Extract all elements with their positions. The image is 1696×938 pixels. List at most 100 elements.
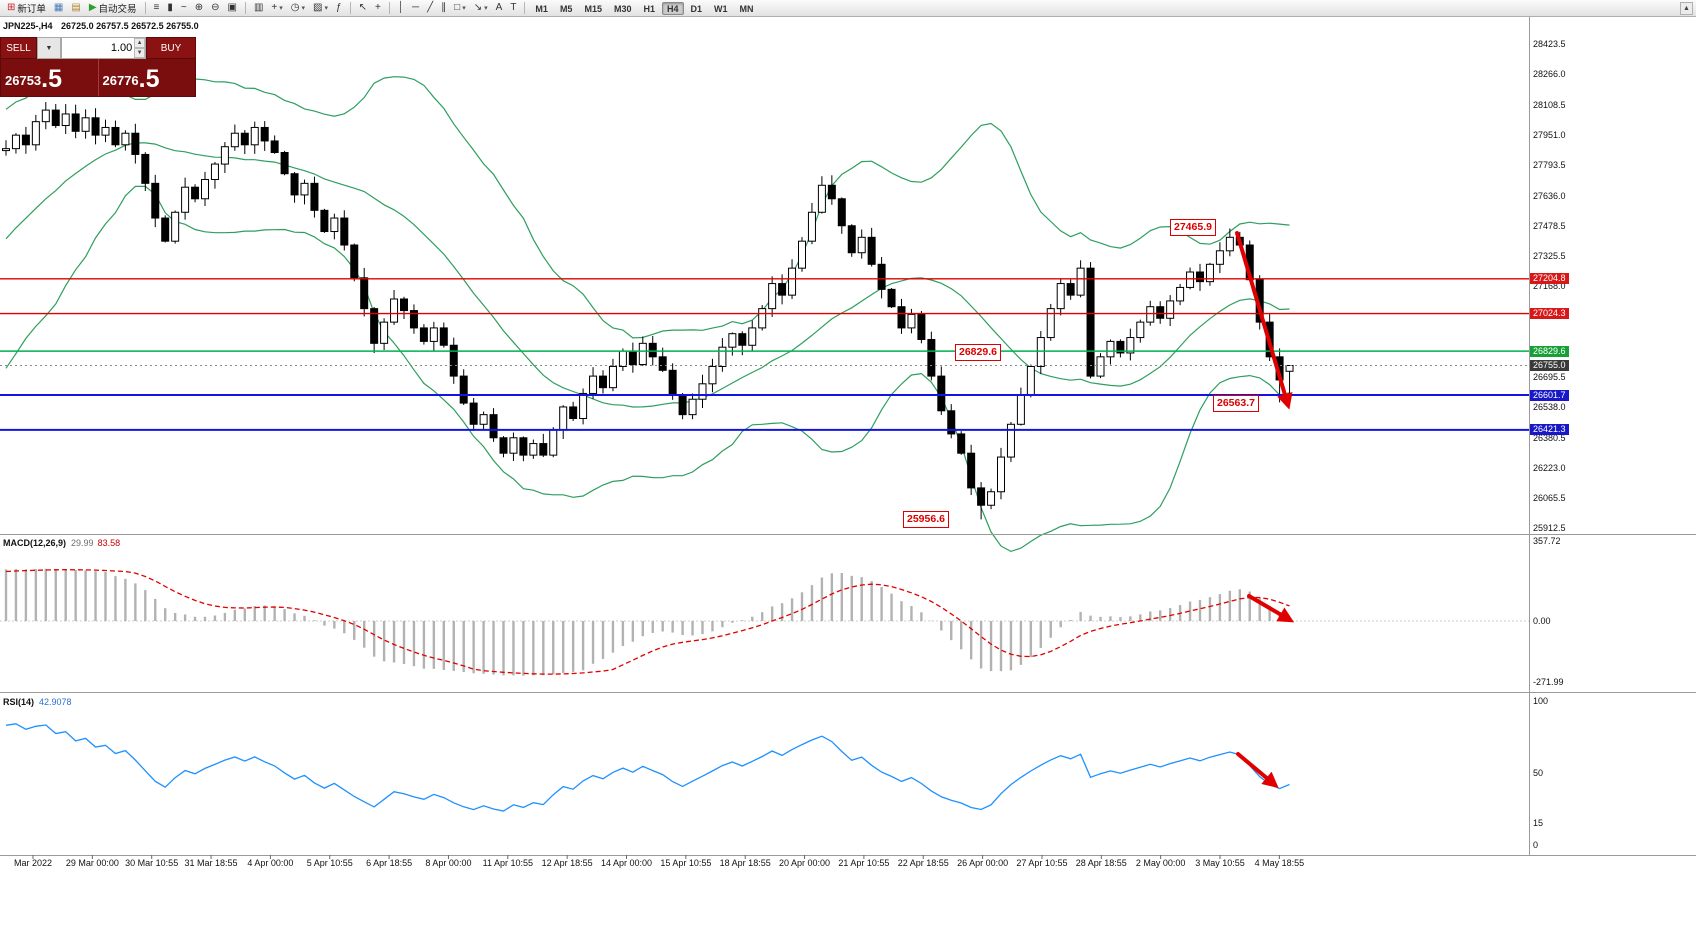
timeframe-m5-button[interactable]: M5 [555,2,578,15]
zoom-out-button[interactable]: ⊖ [207,1,223,16]
navigator-button[interactable]: ▥ [250,1,267,16]
shapes-button[interactable]: □ ▾ [450,1,470,16]
price-axis-label: 28423.5 [1533,38,1566,49]
bars-chart-icon: ≡ [153,2,160,13]
trend-arrow[interactable] [1247,594,1295,623]
volume-spinner: ▲ ▼ [134,38,145,58]
price-axis-label: 27478.5 [1533,221,1566,232]
volume-decrease-button[interactable]: ▼ [134,48,145,58]
new-chart-button[interactable]: + ▾ [267,1,286,16]
buy-price-display[interactable]: 26776 .5 [97,59,196,96]
sell-button[interactable]: SELL [0,37,37,59]
bars-chart-button[interactable]: ≡ [150,1,164,16]
sell-price-main: 26753 [5,73,42,88]
timeframe-h1-button[interactable]: H1 [638,2,660,15]
time-axis-label: 2 May 00:00 [1135,858,1186,868]
caret-down-icon: ▾ [484,5,488,12]
caret-down-icon: ▾ [462,5,466,12]
price-annotation[interactable]: 26829.6 [955,344,1001,361]
toolbar-overflow-button[interactable]: ▲ [1680,2,1693,15]
navigator-icon: ▥ [253,2,264,13]
price-tag: 26601.7 [1530,389,1569,401]
templates-button[interactable]: ▨ ▾ [309,1,332,16]
cursor-button[interactable]: ↖ [355,1,371,16]
price-tag: 26829.6 [1530,345,1569,357]
time-axis-label: 15 Apr 10:55 [660,858,712,868]
order-options-dropdown[interactable]: ▼ [37,37,61,59]
time-axis-label: Mar 2022 [13,858,53,868]
buy-button[interactable]: BUY [146,37,196,59]
trend-arrow[interactable] [1236,752,1279,789]
time-axis-label: 29 Mar 00:00 [65,858,119,868]
vertical-line-icon: │ [397,2,405,13]
text-label-button[interactable]: T [506,1,520,16]
candlestick-chart-button[interactable]: ▮ [163,1,177,16]
toolbar-separator [388,2,390,14]
timeframe-m1-button[interactable]: M1 [530,2,553,15]
symbol-period-text: JPN225-,H4 [3,21,53,31]
crosshair-button[interactable]: + [371,1,385,16]
panel-frame-layer [0,17,1696,859]
ohlc-text: 26725.0 26757.5 26572.5 26755.0 [61,21,199,31]
price-axis-label: 25912.5 [1533,522,1566,533]
time-axis-label: 11 Apr 10:55 [482,858,533,868]
rsi-name: RSI(14) [3,697,35,707]
new-order-button[interactable]: ⊞ 新订单 [3,1,50,16]
arrows-icon: ↘ [473,2,483,13]
timeframe-mn-button[interactable]: MN [735,2,759,15]
volume-input[interactable] [62,38,135,58]
shapes-icon: □ [454,2,461,13]
trend-arrows-layer[interactable] [1235,231,1295,789]
line-chart-button[interactable]: ~ [177,1,191,16]
timeframe-d1-button[interactable]: D1 [686,2,708,15]
volume-increase-button[interactable]: ▲ [134,38,145,48]
price-annotation[interactable]: 25956.6 [903,511,949,528]
price-annotation[interactable]: 26563.7 [1213,395,1259,412]
vertical-line-button[interactable]: │ [394,1,408,16]
zoom-in-button[interactable]: ⊕ [191,1,207,16]
tile-windows-button[interactable]: ▣ [224,1,241,16]
timeframe-h4-button[interactable]: H4 [662,1,684,15]
sell-price-display[interactable]: 26753 .5 [1,59,98,96]
price-axis-label: 26695.5 [1533,371,1566,382]
autotrading-button[interactable]: ▶ 自动交易 [85,1,141,16]
text-icon: A [495,2,503,13]
trend-arrow[interactable] [1235,231,1293,410]
time-axis-label: 3 May 10:55 [1195,858,1245,868]
horizontal-line-button[interactable]: ─ [408,1,423,16]
buy-price-main: 26776 [102,73,139,88]
price-axis-label: 28266.0 [1533,69,1566,80]
text-button[interactable]: A [492,1,507,16]
time-axis-label: 20 Apr 00:00 [779,858,831,868]
profiles-icon: ▤ [71,2,81,13]
timeframe-m30-button[interactable]: M30 [609,2,637,15]
price-axis-label: 26223.0 [1533,463,1566,474]
horizontal-levels-layer[interactable] [0,278,1529,431]
price-annotation[interactable]: 27465.9 [1170,219,1216,236]
volume-field: ▲ ▼ [61,37,146,59]
trendline-button[interactable]: ╱ [423,1,437,16]
chart-window-icon: ▦ [53,2,64,13]
price-tag: 26421.3 [1530,424,1569,436]
time-axis-label: 14 Apr 00:00 [600,858,653,868]
timeframe-m15-button[interactable]: M15 [579,2,607,15]
templates-icon: ▨ [313,2,323,13]
profiles-button[interactable]: ▤ [67,1,84,16]
chart-window-button[interactable]: ▦ [50,1,67,16]
caret-down-icon: ▾ [301,5,306,12]
time-axis-label: 5 Apr 10:55 [306,858,353,868]
indicators-button[interactable]: ƒ [332,1,346,16]
toolbar: ⊞ 新订单 ▦ ▤ ▶ 自动交易 ≡ ▮ ~ ⊕ ⊖ ▣ ▥ + ▾ ◷ ▾ ▨ ▾ ƒ ↖ + │ ─ ╱ ∥ □ ▾ ↘ ▾ A T M1… [0,0,1696,17]
time-axis-label: 12 Apr 18:55 [541,858,593,868]
periods-button[interactable]: ◷ ▾ [287,1,309,16]
toolbar-separator [524,2,526,14]
price-axis-label: 28108.5 [1533,99,1566,110]
time-axis-label: 31 Mar 18:55 [184,858,238,868]
arrows-button[interactable]: ↘ ▾ [470,1,492,16]
timeframe-w1-button[interactable]: W1 [709,2,733,15]
price-axis-label: 27793.5 [1533,160,1566,171]
text-label-icon: T [510,2,517,13]
equidistant-channel-button[interactable]: ∥ [437,1,450,16]
line-chart-icon: ~ [180,2,187,13]
